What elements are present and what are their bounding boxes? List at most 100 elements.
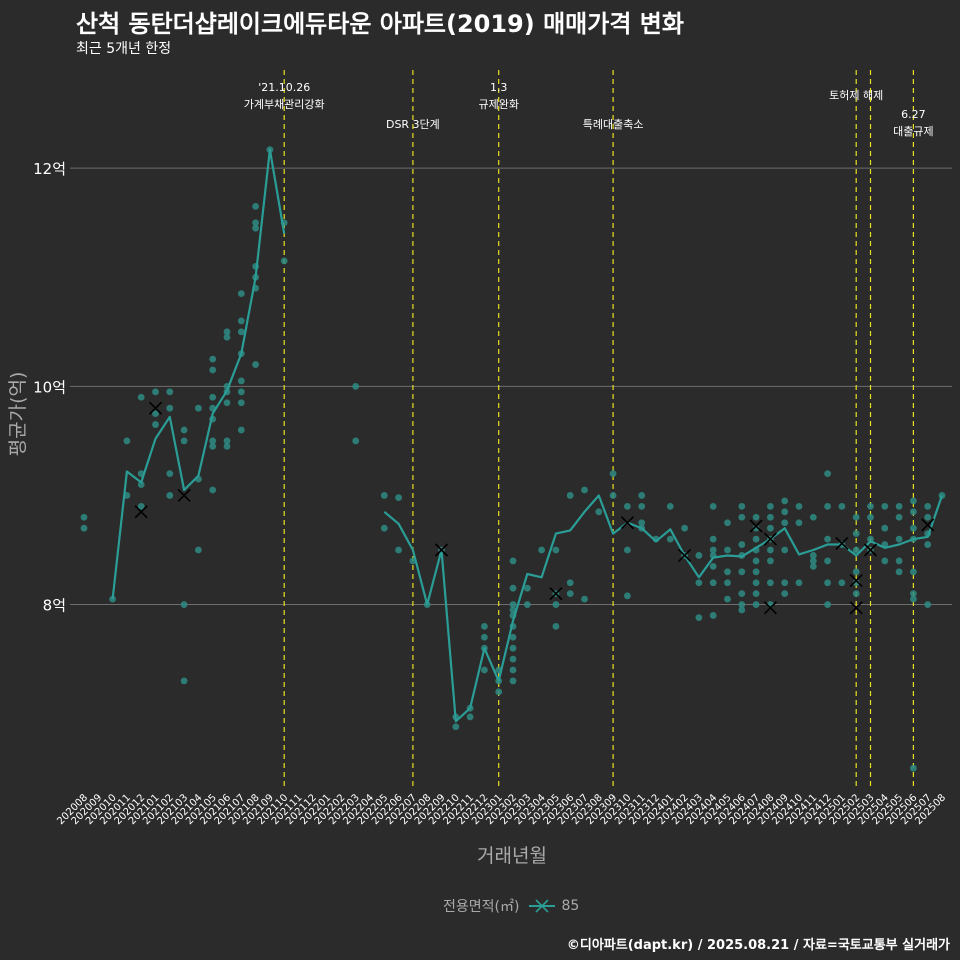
- data-point: [724, 546, 731, 554]
- data-point: [738, 606, 746, 614]
- cross-marker: [749, 519, 763, 533]
- data-point: [209, 442, 217, 450]
- data-point: [895, 535, 903, 543]
- data-point: [223, 328, 231, 336]
- data-point: [738, 601, 746, 608]
- data-point: [166, 388, 174, 396]
- data-point: [910, 497, 917, 505]
- data-point: [709, 562, 717, 570]
- data-point: [123, 437, 131, 445]
- y-tick-labels: 8억 10억 12억: [33, 160, 66, 614]
- data-point: [781, 519, 789, 527]
- cross-marker: [849, 573, 863, 588]
- data-point: [895, 502, 903, 510]
- data-point: [752, 590, 760, 598]
- data-point: [724, 579, 731, 587]
- data-point: [809, 513, 817, 521]
- series-line-85: [383, 494, 944, 723]
- data-point: [481, 633, 488, 641]
- data-point: [738, 568, 746, 576]
- data-point: [538, 546, 545, 554]
- event-annotation: '21.10.26: [258, 81, 310, 94]
- x-axis-label: 거래년월: [477, 845, 547, 867]
- data-point: [666, 535, 674, 543]
- data-point: [223, 399, 231, 407]
- data-point: [237, 377, 245, 385]
- data-point: [466, 713, 474, 721]
- data-point: [509, 644, 517, 652]
- data-point: [595, 508, 603, 516]
- data-point: [752, 557, 760, 565]
- data-point: [767, 502, 774, 510]
- data-point: [509, 601, 517, 608]
- data-point: [738, 502, 746, 510]
- data-point: [895, 513, 903, 521]
- data-point: [552, 622, 560, 630]
- data-point: [881, 502, 889, 510]
- data-point: [724, 519, 731, 527]
- grid-lines: [70, 167, 952, 606]
- data-point: [624, 592, 631, 600]
- data-point: [809, 557, 817, 565]
- data-point: [352, 437, 360, 445]
- data-point: [252, 219, 259, 227]
- data-point: [824, 601, 831, 608]
- data-point: [852, 546, 860, 554]
- data-point: [195, 404, 202, 412]
- data-point: [209, 486, 217, 494]
- data-point: [895, 557, 903, 565]
- data-point: [395, 494, 402, 502]
- data-point: [824, 579, 831, 587]
- data-point: [552, 601, 560, 608]
- data-point: [852, 568, 860, 576]
- average-price-line: [111, 148, 944, 723]
- data-point: [910, 568, 917, 576]
- data-point: [523, 584, 531, 592]
- cross-markers: [134, 401, 935, 615]
- data-point: [566, 590, 574, 598]
- event-annotation: DSR 3단계: [386, 118, 440, 131]
- data-point: [738, 590, 746, 598]
- data-point: [638, 502, 646, 510]
- cross-marker: [921, 518, 935, 532]
- legend-entry-85: 85: [561, 898, 580, 914]
- data-point: [481, 622, 488, 630]
- data-point: [280, 257, 288, 265]
- data-point: [209, 393, 217, 401]
- data-point: [752, 524, 760, 532]
- data-point: [781, 508, 789, 516]
- event-annotation: 대출규제: [893, 125, 933, 138]
- data-point: [609, 470, 617, 478]
- event-annotation: 가계부채관리강화: [244, 98, 325, 111]
- y-tick-label: 12억: [33, 160, 66, 178]
- data-point: [638, 492, 646, 499]
- event-annotation: 토허제 해제: [829, 88, 883, 102]
- cross-marker: [434, 543, 449, 557]
- data-point: [223, 333, 231, 341]
- data-point: [695, 579, 703, 587]
- data-point: [910, 508, 917, 516]
- data-point: [137, 502, 145, 510]
- data-point: [767, 546, 774, 554]
- data-point: [795, 519, 803, 527]
- data-point: [752, 513, 760, 521]
- data-point: [752, 568, 760, 576]
- y-tick-label: 10억: [33, 378, 66, 396]
- data-point: [767, 513, 774, 521]
- data-point: [910, 524, 917, 532]
- data-point: [666, 502, 674, 510]
- data-point: [924, 601, 932, 608]
- data-point: [609, 492, 617, 499]
- y-axis-label: 평균가(억): [7, 372, 29, 457]
- cross-marker: [763, 532, 777, 546]
- data-point: [509, 666, 517, 674]
- cross-marker: [177, 488, 191, 503]
- chart-title: 산척 동탄더샵레이크에듀타운 아파트(2019) 매매가격 변화: [76, 10, 684, 38]
- data-point: [509, 557, 517, 565]
- footer-credit: ©디아파트(dapt.kr) / 2025.08.21 / 자료=국토교통부 실…: [566, 938, 950, 953]
- data-point: [824, 535, 831, 543]
- data-point: [352, 382, 360, 390]
- data-point: [166, 492, 174, 499]
- data-point: [824, 470, 831, 478]
